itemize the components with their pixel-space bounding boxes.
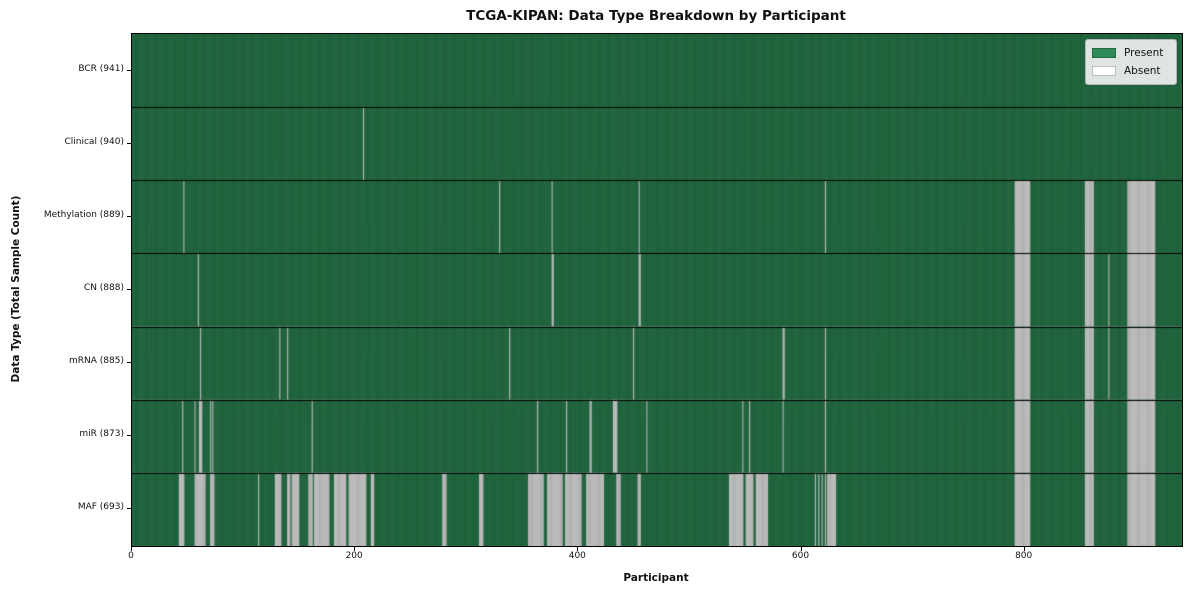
legend-entry-absent: Absent — [1092, 62, 1170, 80]
present-swatch-icon — [1092, 48, 1116, 58]
y-tick-label: Clinical (940) — [64, 136, 124, 147]
y-tick-label: miR (873) — [79, 429, 124, 440]
y-tick-label: BCR (941) — [78, 63, 124, 74]
plot-area — [131, 33, 1183, 547]
x-tick-mark — [800, 547, 802, 551]
heatmap-canvas — [132, 34, 1182, 546]
x-tick-label: 800 — [1015, 551, 1033, 561]
x-tick-label: 0 — [128, 551, 134, 561]
y-tick-mark — [127, 69, 131, 71]
y-tick-label: mRNA (885) — [69, 356, 124, 367]
absent-swatch-icon — [1092, 66, 1116, 76]
legend: Present Absent — [1085, 39, 1177, 85]
x-axis-label: Participant — [623, 572, 689, 584]
x-tick-label: 200 — [345, 551, 363, 561]
x-tick-mark — [354, 547, 356, 551]
x-tick-label: 400 — [568, 551, 586, 561]
y-tick-label: Methylation (889) — [43, 209, 124, 220]
y-tick-mark — [127, 362, 131, 364]
legend-entry-present: Present — [1092, 44, 1170, 62]
chart-title: TCGA-KIPAN: Data Type Breakdown by Parti… — [466, 8, 846, 24]
y-tick-mark — [127, 508, 131, 510]
y-tick-label: MAF (693) — [77, 502, 124, 513]
x-tick-mark — [131, 547, 132, 551]
y-tick-mark — [127, 142, 131, 144]
x-tick-label: 600 — [791, 551, 810, 561]
y-tick-mark — [127, 435, 131, 437]
y-tick-mark — [127, 289, 131, 290]
x-tick-mark — [1023, 547, 1025, 551]
legend-absent-label: Absent — [1124, 65, 1161, 77]
x-tick-mark — [577, 547, 579, 551]
y-tick-label: CN (888) — [83, 283, 124, 293]
y-tick-mark — [127, 215, 131, 217]
legend-present-label: Present — [1124, 47, 1164, 59]
